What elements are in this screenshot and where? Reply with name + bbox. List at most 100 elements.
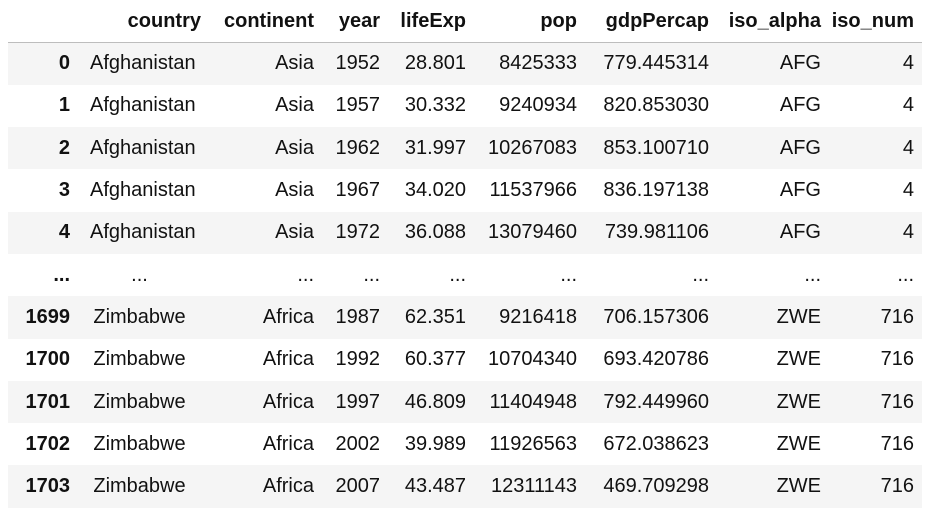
table-cell-continent: Africa [262,475,314,498]
table-cell-iso-alpha: AFG [779,179,821,202]
table-row: 1700 Zimbabwe Africa 1992 60.377 10704340 693.… [8,339,922,381]
table-row: 1699 Zimbabwe Africa 1987 62.351 9216418 706.1… [8,296,922,339]
table-cell-pop: 8425333 [499,52,577,75]
table-cell-iso-alpha: AFG [779,52,821,75]
table-cell-gdppercap: ... [692,263,709,286]
table-cell-iso-num: 4 [902,94,914,117]
table-row: 0 Afghanistan Asia 1952 28.801 8425333 779.445… [8,42,922,85]
table-cell-iso-num: 4 [902,221,914,244]
row-index: 2 [58,136,70,159]
table-cell-year: 1957 [335,94,381,117]
column-header: continent [209,0,322,43]
table-row: 1702 Zimbabwe Africa 2002 39.989 11926563 672.… [8,423,922,465]
index-header [8,0,78,43]
table-cell-iso-num: 4 [902,136,914,159]
table-cell-gdppercap: 739.981106 [604,221,709,244]
table-cell-continent: Asia [275,136,314,159]
table-cell-gdppercap: 672.038623 [603,432,709,455]
table-cell-iso-num: 716 [880,432,914,455]
row-index: ... [53,263,70,286]
table-cell-country: Afghanistan [90,179,196,202]
table-cell-continent: Asia [275,94,314,117]
row-index: 1701 [25,390,71,413]
table-cell-iso-num: 716 [880,390,914,413]
table-cell-lifeexp: 60.377 [404,348,466,371]
table-row: 3 Afghanistan Asia 1967 34.020 11537966 836.19… [8,169,922,211]
table-cell-lifeexp: 31.997 [404,136,466,159]
table-cell-year: 2002 [335,432,381,455]
table-cell-gdppercap: 853.100710 [603,136,709,159]
table-cell-lifeexp: 62.351 [404,305,466,328]
column-header: gdpPercap [585,0,717,43]
dataframe-table: country continent year lifeExp pop gdpPe… [8,0,922,508]
table-cell-continent: Africa [262,390,314,413]
row-index: 4 [58,221,70,244]
table-cell-pop: 13079460 [488,221,577,244]
table-cell-iso-alpha: ZWE [776,475,821,498]
table-cell-pop: 11926563 [489,432,578,455]
table-cell-country: Afghanistan [90,52,196,75]
table-cell-pop: 11404948 [489,390,578,413]
table-cell-country: Zimbabwe [93,305,186,328]
table-cell-gdppercap: 706.157306 [603,305,709,328]
column-header: iso_alpha [717,0,829,43]
table-cell-lifeexp: 30.332 [404,94,466,117]
table-cell-country: Zimbabwe [93,348,186,371]
table-cell-gdppercap: 469.709298 [603,475,709,498]
table-cell-continent: ... [297,263,314,286]
table-cell-year: 1997 [335,390,381,413]
row-index: 1699 [25,305,71,328]
table-cell-iso-alpha: ... [804,263,821,286]
table-cell-gdppercap: 836.197138 [603,179,709,202]
table-cell-gdppercap: 693.420786 [603,348,709,371]
table-cell-iso-alpha: ZWE [776,305,821,328]
table-row: 1701 Zimbabwe Africa 1997 46.809 11404948 792.… [8,380,922,424]
table-row: 4 Afghanistan Asia 1972 36.088 13079460 739.98… [8,211,922,254]
table-cell-continent: Asia [275,179,314,202]
table-cell-continent: Africa [262,348,314,371]
table-row: 1 Afghanistan Asia 1957 30.332 9240934 820.853… [8,85,922,127]
header-row: country continent year lifeExp pop gdpPe… [8,0,922,43]
table-cell-year: ... [363,263,380,286]
table-cell-pop: 9216418 [499,305,577,328]
table-cell-iso-alpha: ZWE [776,348,821,371]
table-cell-year: 1992 [335,348,381,371]
table-cell-year: 1972 [335,221,381,244]
table-cell-lifeexp: 28.801 [404,52,466,75]
table-cell-country: Afghanistan [90,94,196,117]
table-cell-country: Afghanistan [90,221,196,244]
row-index: 1 [58,94,70,117]
table-cell-year: 1967 [335,179,381,202]
row-index: 1702 [25,432,71,455]
table-cell-country: Zimbabwe [93,475,186,498]
row-index: 0 [58,52,70,75]
table-row: ........................... [8,254,922,296]
table-cell-gdppercap: 792.449960 [603,390,709,413]
table-cell-country: Afghanistan [90,136,196,159]
table-cell-iso-alpha: AFG [779,221,821,244]
table-cell-lifeexp: 39.989 [404,432,466,455]
table-row: 1703 Zimbabwe Africa 2007 43.487 12311143 469.… [8,465,922,508]
table-cell-year: 1987 [335,305,381,328]
table-cell-iso-num: 4 [902,179,914,202]
table-cell-pop: ... [560,263,577,286]
table-cell-iso-alpha: ZWE [776,432,821,455]
table-cell-iso-num: 716 [880,475,914,498]
row-index: 1700 [25,348,71,371]
table-cell-lifeexp: 34.020 [404,179,466,202]
table-cell-continent: Asia [275,221,314,244]
table-cell-year: 1952 [335,52,381,75]
table-cell-country: Zimbabwe [93,390,186,413]
table-cell-gdppercap: 820.853030 [603,94,709,117]
table-cell-lifeexp: 46.809 [404,390,466,413]
table-cell-gdppercap: 779.445314 [603,52,709,75]
table-cell-pop: 11537966 [489,179,578,202]
table-cell-pop: 12311143 [490,475,577,498]
table-cell-year: 2007 [335,475,381,498]
table-cell-iso-alpha: ZWE [776,390,821,413]
table-cell-year: 1962 [335,136,381,159]
table-cell-continent: Africa [262,305,314,328]
table-cell-pop: 9240934 [499,94,577,117]
table-cell-continent: Asia [275,52,314,75]
table-cell-iso-num: 4 [902,52,914,75]
